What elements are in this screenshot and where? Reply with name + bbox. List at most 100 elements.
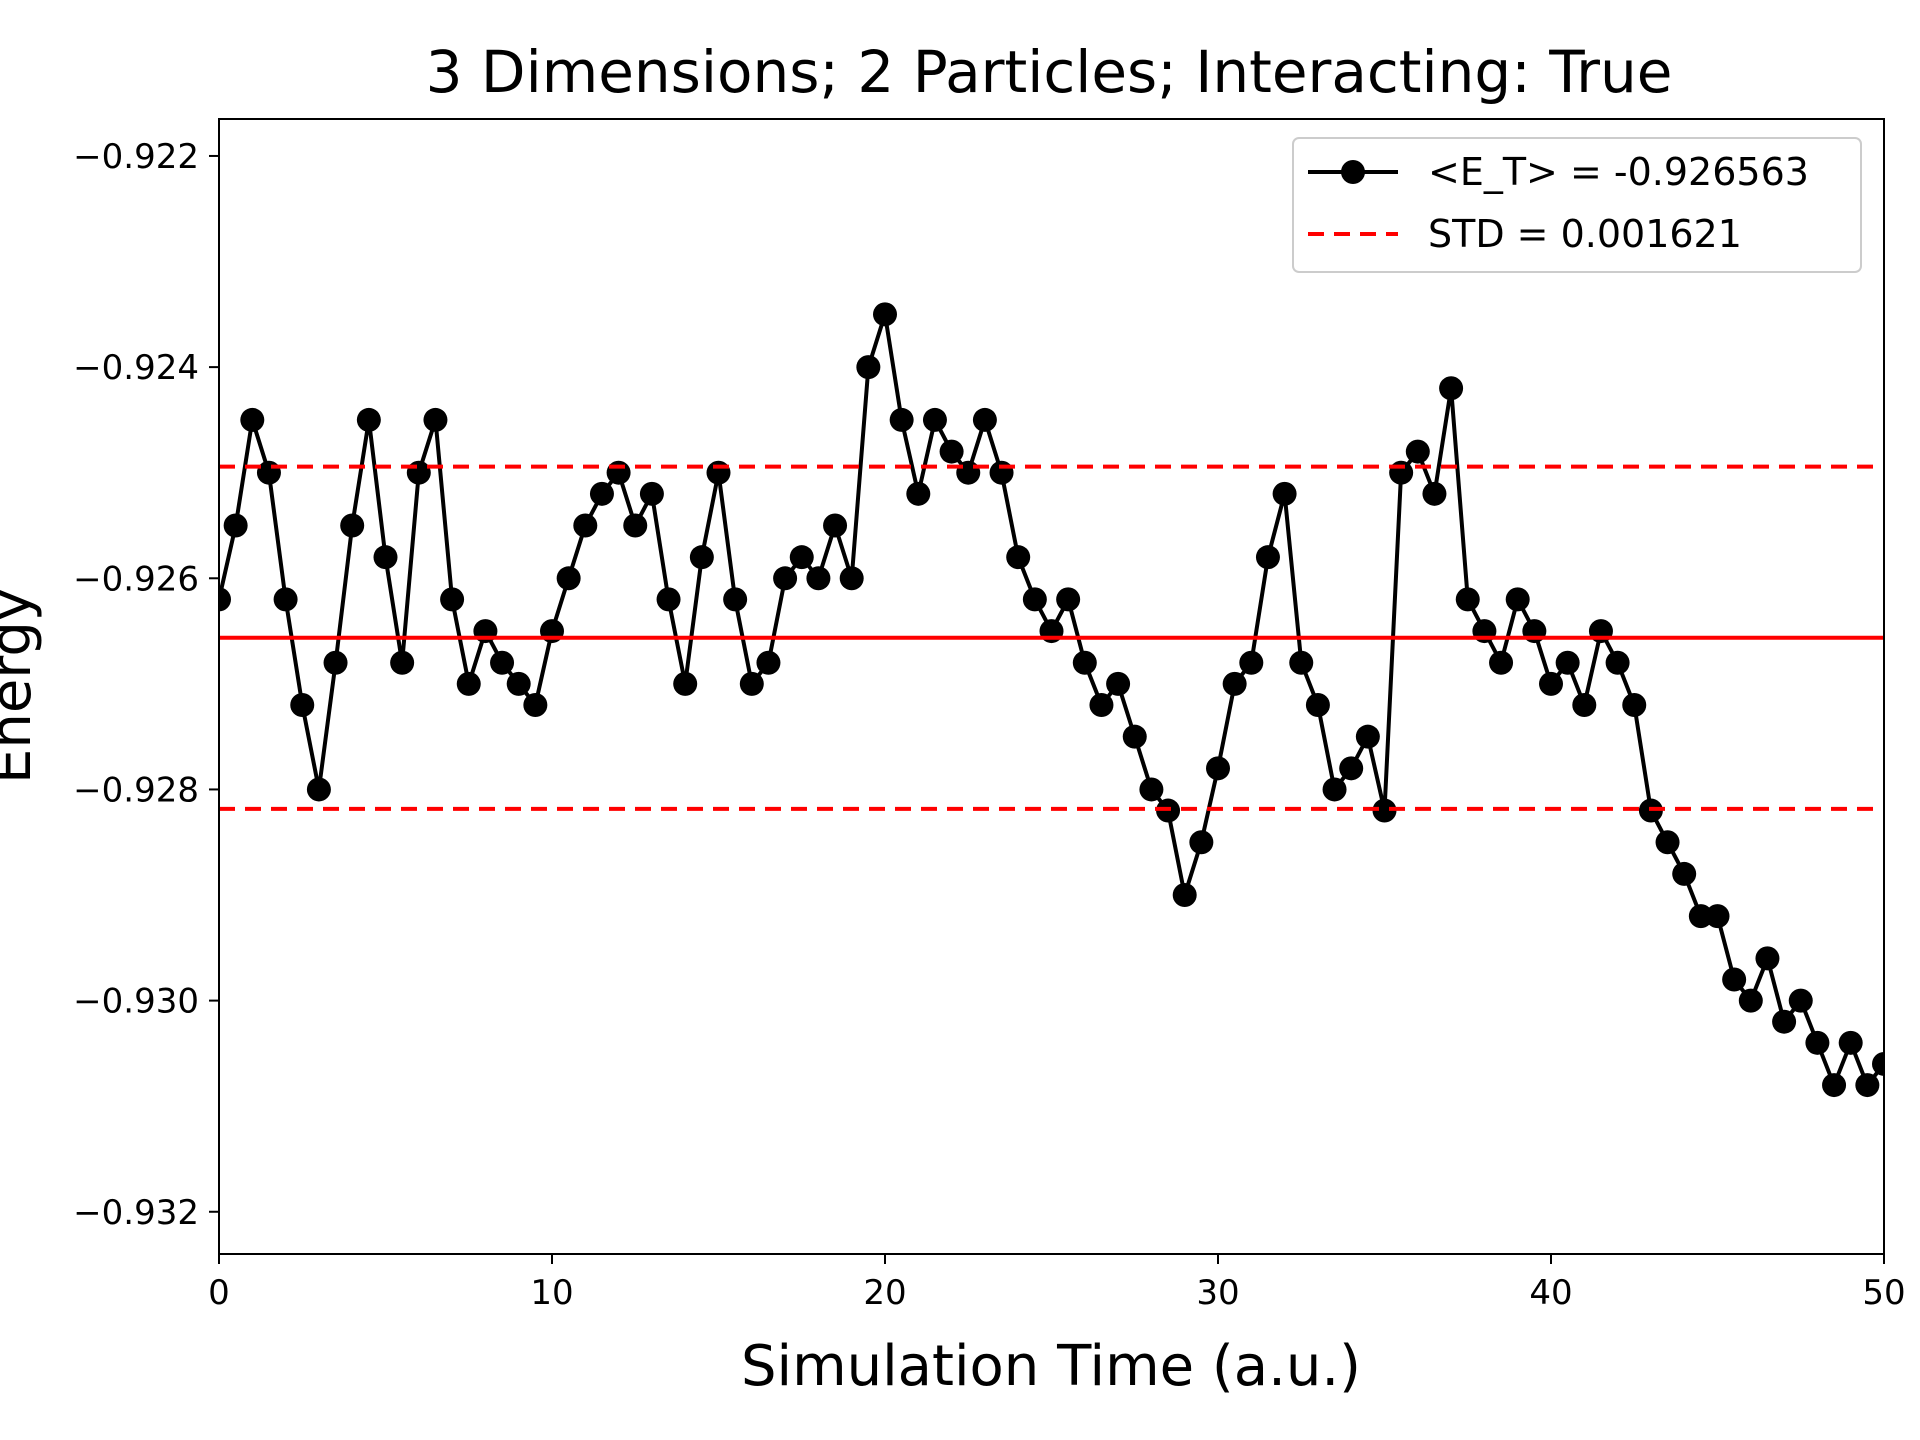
data-point: [1222, 671, 1247, 696]
data-point: [1022, 587, 1047, 612]
data-point: [373, 545, 398, 570]
plot-area: [219, 302, 1884, 1098]
data-point: [490, 650, 515, 675]
data-point: [1339, 756, 1364, 781]
data-point: [1089, 692, 1114, 717]
data-point: [1372, 798, 1397, 823]
data-point: [806, 566, 831, 591]
y-tick-label: −0.928: [73, 770, 199, 810]
data-point: [219, 587, 231, 612]
legend-entry-mean: <E_T> = -0.926563: [1428, 150, 1809, 194]
y-tick-label: −0.930: [73, 982, 199, 1022]
data-point: [323, 650, 348, 675]
data-point: [1189, 830, 1214, 855]
data-point: [856, 355, 881, 380]
data-point: [889, 407, 914, 432]
data-point: [1655, 830, 1680, 855]
data-point: [639, 481, 664, 506]
data-point: [956, 460, 981, 485]
data-point: [1455, 587, 1480, 612]
chart-title: 3 Dimensions; 2 Particles; Interacting: …: [426, 38, 1673, 106]
x-tick-label: 40: [1529, 1273, 1572, 1313]
x-axis-ticks: 0 10 20 30 40 50: [208, 1254, 1906, 1313]
data-point: [1072, 650, 1097, 675]
data-point: [1389, 460, 1414, 485]
data-point: [839, 566, 864, 591]
x-axis-label: Simulation Time (a.u.): [741, 1334, 1361, 1399]
data-point: [589, 481, 614, 506]
data-point: [756, 650, 781, 675]
y-tick-label: −0.932: [73, 1193, 199, 1233]
data-point: [356, 407, 381, 432]
data-point: [1772, 1009, 1797, 1034]
data-point: [673, 671, 698, 696]
y-tick-label: −0.924: [73, 348, 199, 388]
data-point: [1272, 481, 1297, 506]
data-point: [989, 460, 1014, 485]
data-point: [440, 587, 465, 612]
data-point: [606, 460, 631, 485]
data-point: [623, 513, 648, 538]
data-point: [1056, 587, 1081, 612]
data-point: [256, 460, 281, 485]
data-point: [1439, 376, 1464, 401]
data-point: [1539, 671, 1563, 696]
data-point: [1489, 650, 1514, 675]
data-point: [406, 460, 431, 485]
data-point: [1788, 988, 1813, 1013]
data-point: [922, 407, 947, 432]
data-point: [1422, 481, 1447, 506]
data-point: [1622, 692, 1647, 717]
data-point: [390, 650, 415, 675]
data-point: [1122, 724, 1147, 749]
data-point: [556, 566, 581, 591]
data-point: [1239, 650, 1264, 675]
y-tick-label: −0.922: [73, 137, 199, 177]
data-point: [1206, 756, 1230, 781]
data-point: [456, 671, 481, 696]
data-point: [823, 513, 848, 538]
data-point: [423, 407, 448, 432]
data-point: [573, 513, 598, 538]
data-point: [873, 302, 897, 327]
data-point: [1305, 692, 1330, 717]
data-point: [1405, 439, 1430, 464]
x-tick-label: 0: [208, 1273, 230, 1313]
legend-series-marker: [1341, 160, 1365, 184]
data-point: [1572, 692, 1597, 717]
data-point: [656, 587, 681, 612]
x-tick-label: 30: [1196, 1273, 1239, 1313]
data-point: [1006, 545, 1031, 570]
data-point: [1255, 545, 1280, 570]
data-point: [1289, 650, 1314, 675]
legend: <E_T> = -0.926563 STD = 0.001621: [1292, 137, 1862, 273]
x-tick-label: 50: [1862, 1273, 1905, 1313]
data-point: [972, 407, 997, 432]
data-point: [1605, 650, 1630, 675]
plot-frame: [218, 118, 1885, 1255]
data-point: [1688, 904, 1713, 929]
data-point: [1672, 861, 1697, 886]
data-point: [739, 671, 764, 696]
data-point: [1872, 1051, 1884, 1076]
data-point: [523, 692, 548, 717]
data-point: [290, 692, 315, 717]
y-axis-ticks: −0.922 −0.924 −0.926 −0.928 −0.930 −0.932: [73, 137, 219, 1233]
data-point: [273, 587, 298, 612]
data-point: [1139, 777, 1164, 802]
data-point: [1106, 671, 1131, 696]
data-point: [1738, 988, 1763, 1013]
y-tick-label: −0.926: [73, 559, 199, 599]
data-point: [1838, 1030, 1863, 1055]
data-point: [906, 481, 931, 506]
legend-entry-std: STD = 0.001621: [1428, 212, 1742, 256]
data-point: [1722, 967, 1747, 992]
y-axis-label: Energy: [0, 588, 44, 784]
data-point: [340, 513, 365, 538]
data-point: [1855, 1073, 1880, 1098]
data-point: [689, 545, 714, 570]
data-point: [1172, 883, 1197, 908]
data-point: [1355, 724, 1380, 749]
data-point: [1555, 650, 1580, 675]
data-point: [789, 545, 814, 570]
